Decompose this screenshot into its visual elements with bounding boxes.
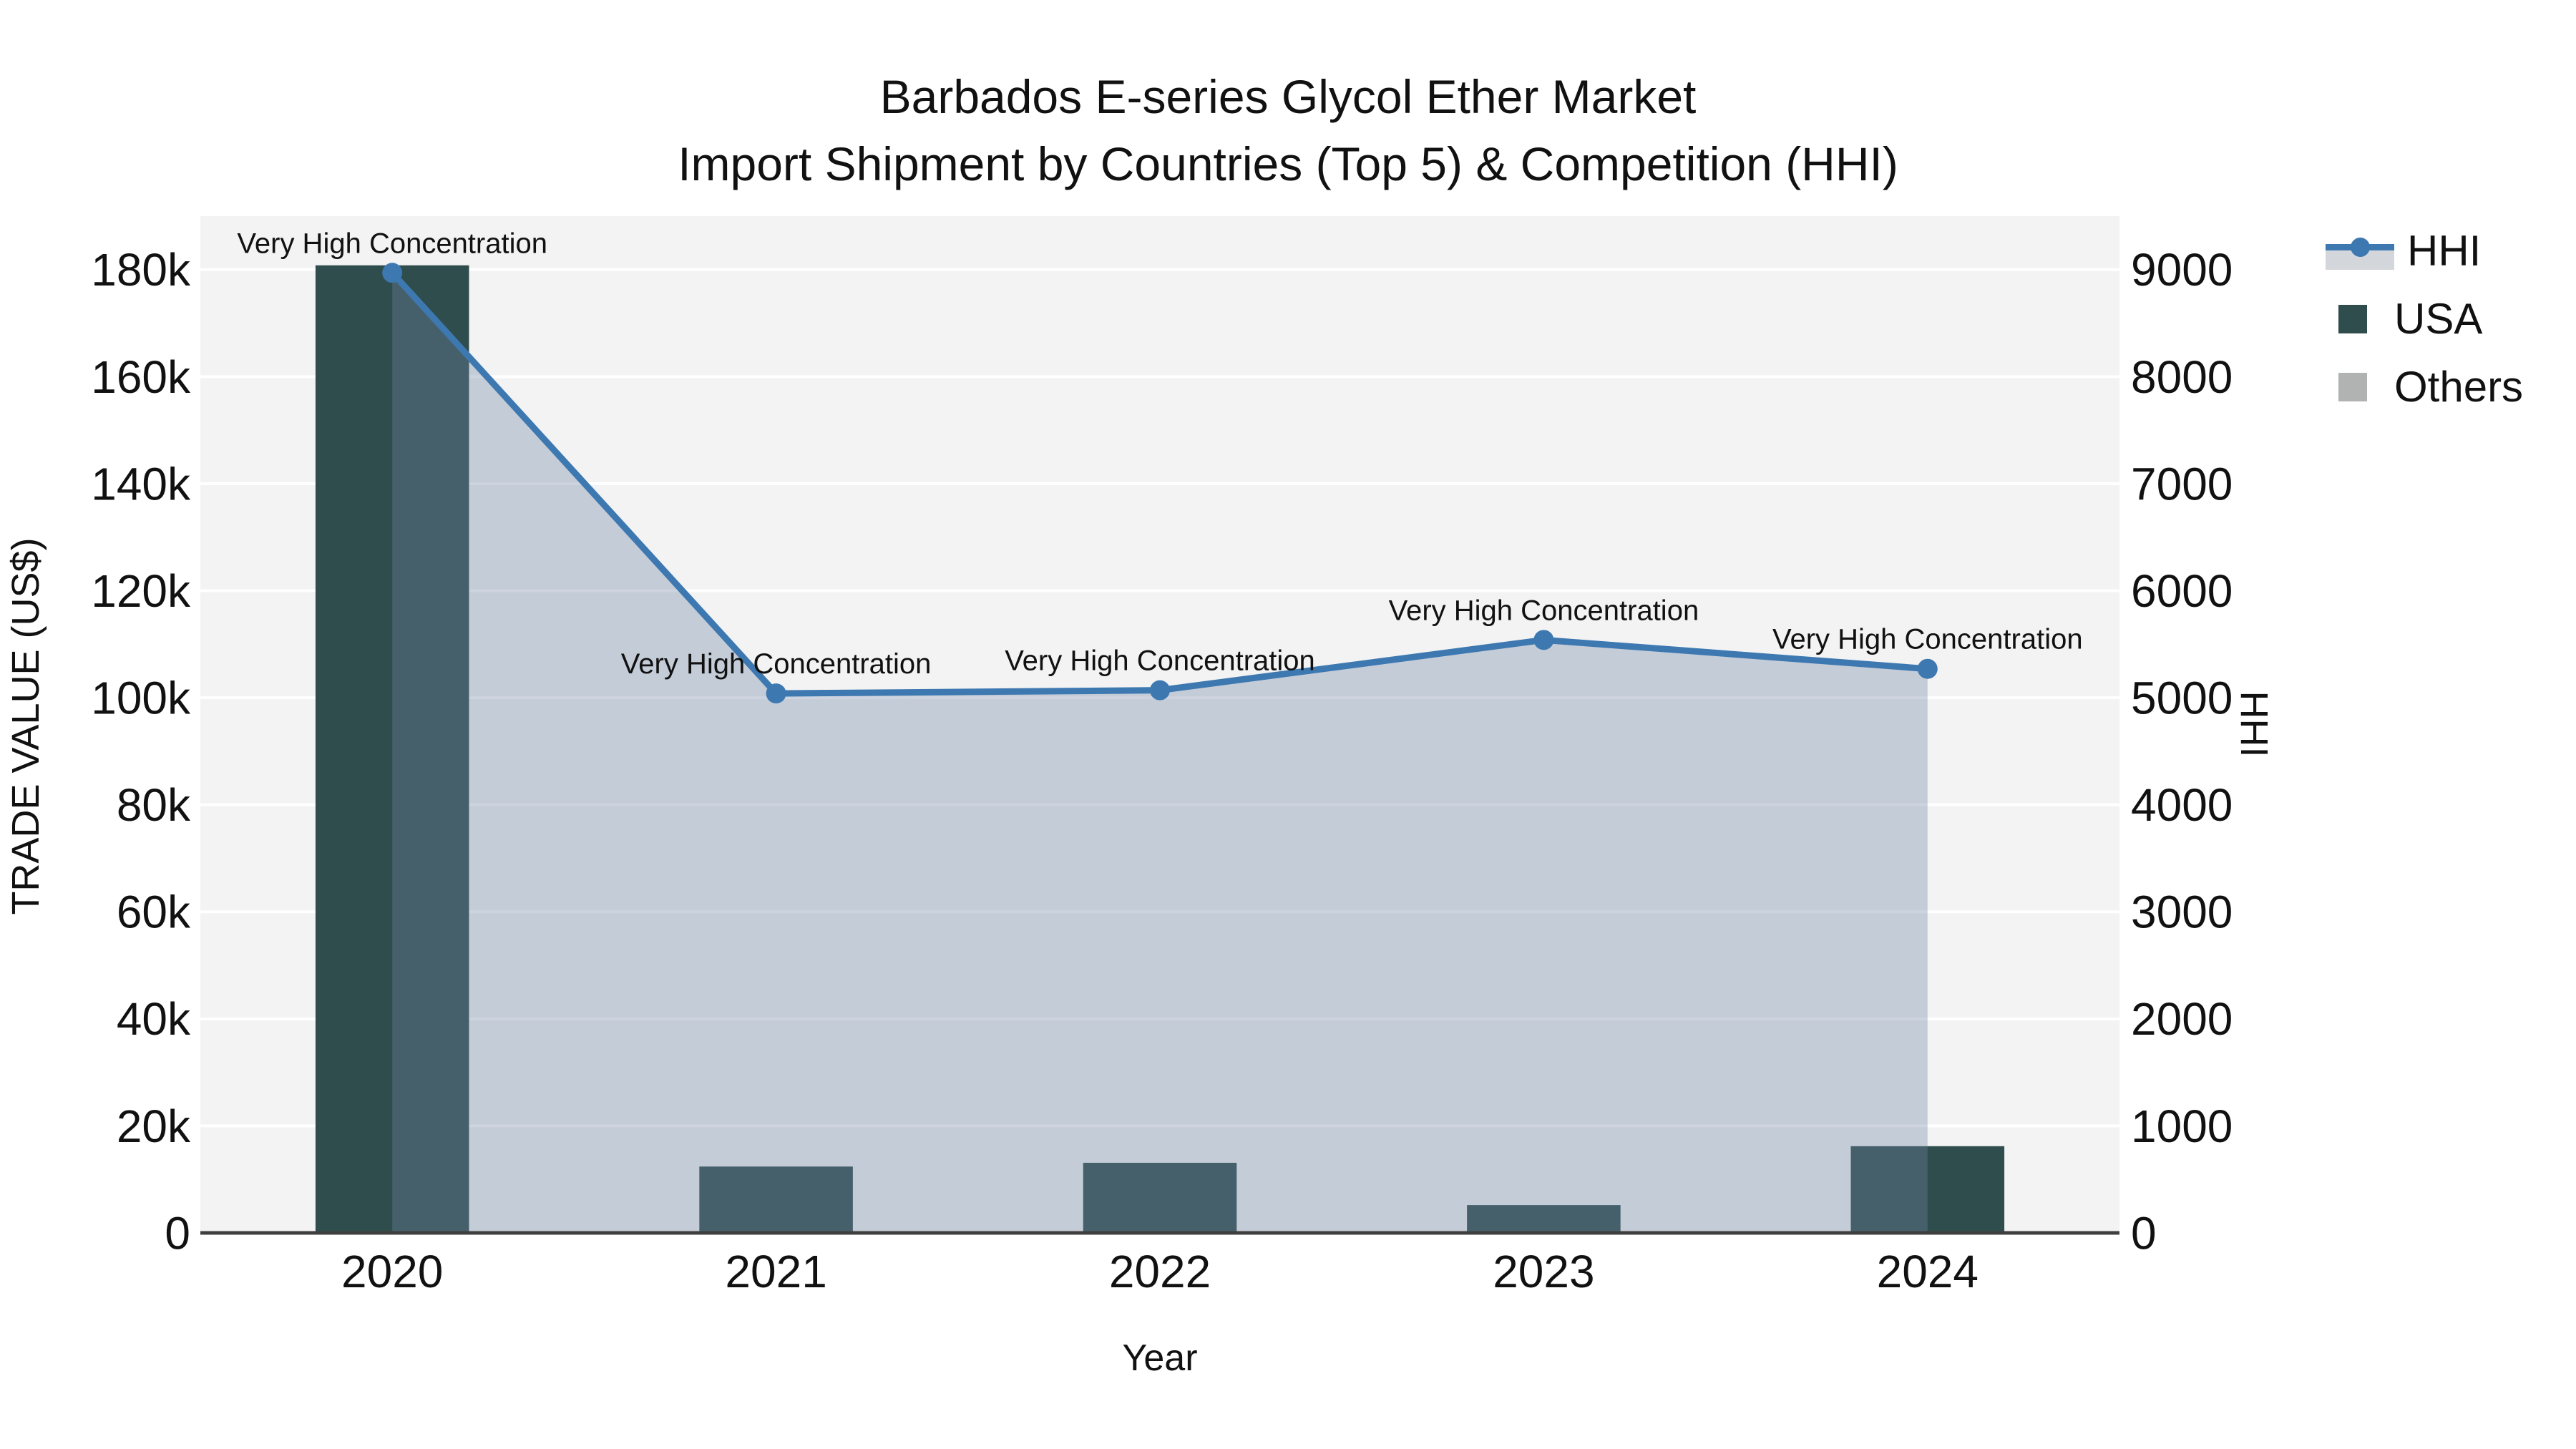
x-axis-title: Year bbox=[1122, 1337, 1198, 1379]
hhi-marker-2020 bbox=[382, 263, 403, 283]
x-tick-2023: 2023 bbox=[1493, 1246, 1594, 1297]
left-tick-40k: 40k bbox=[117, 993, 191, 1045]
bar-usa-2021 bbox=[699, 1166, 853, 1233]
x-tick-2022: 2022 bbox=[1109, 1246, 1211, 1297]
legend: HHI USA Others bbox=[2326, 226, 2523, 411]
right-tick-8000: 8000 bbox=[2131, 351, 2233, 403]
bar-usa-2020 bbox=[315, 265, 469, 1234]
usa-swatch bbox=[2338, 304, 2367, 333]
plot-background bbox=[200, 216, 2119, 1233]
annotation-2021: Very High Concentration bbox=[621, 648, 932, 680]
legend-item-usa[interactable]: USA bbox=[2326, 294, 2523, 343]
annotation-2020: Very High Concentration bbox=[237, 228, 547, 259]
left-tick-180k: 180k bbox=[91, 244, 191, 296]
left-tick-80k: 80k bbox=[117, 779, 191, 831]
x-tick-2020: 2020 bbox=[341, 1246, 443, 1297]
hhi-marker-2024 bbox=[1917, 658, 1938, 679]
others-swatch bbox=[2338, 372, 2367, 401]
hhi-area bbox=[392, 273, 1928, 1233]
right-tick-5000: 5000 bbox=[2131, 673, 2233, 724]
legend-label-usa: USA bbox=[2394, 295, 2483, 343]
right-tick-2000: 2000 bbox=[2131, 993, 2233, 1045]
bar-usa-2022 bbox=[1083, 1163, 1237, 1233]
legend-item-hhi[interactable]: HHI bbox=[2326, 226, 2523, 275]
left-tick-60k: 60k bbox=[117, 887, 191, 938]
bar-usa-2023 bbox=[1467, 1205, 1621, 1233]
x-tick-2021: 2021 bbox=[725, 1246, 826, 1297]
chart-title-line2: Import Shipment by Countries (Top 5) & C… bbox=[678, 137, 1898, 190]
legend-label-others: Others bbox=[2394, 363, 2524, 411]
hhi-line-swatch bbox=[2326, 228, 2394, 274]
hhi-marker-2022 bbox=[1150, 680, 1170, 701]
left-tick-20k: 20k bbox=[117, 1101, 191, 1152]
legend-item-others[interactable]: Others bbox=[2326, 362, 2523, 411]
left-tick-0: 0 bbox=[165, 1207, 190, 1259]
right-tick-9000: 9000 bbox=[2131, 244, 2233, 296]
chart-title: Barbados E-series Glycol Ether Market Im… bbox=[0, 63, 2576, 197]
left-tick-140k: 140k bbox=[91, 458, 191, 509]
right-tick-0: 0 bbox=[2131, 1207, 2157, 1259]
right-tick-3000: 3000 bbox=[2131, 887, 2233, 938]
right-tick-7000: 7000 bbox=[2131, 458, 2233, 509]
hhi-marker-2023 bbox=[1533, 630, 1554, 650]
x-tick-2024: 2024 bbox=[1877, 1246, 1979, 1297]
bar-usa-2024 bbox=[1850, 1146, 2005, 1233]
left-tick-120k: 120k bbox=[91, 565, 191, 617]
annotation-2023: Very High Concentration bbox=[1389, 595, 1699, 626]
annotation-2022: Very High Concentration bbox=[1005, 645, 1315, 677]
annotation-2024: Very High Concentration bbox=[1772, 624, 2083, 655]
left-tick-160k: 160k bbox=[91, 351, 191, 403]
left-tick-100k: 100k bbox=[91, 673, 191, 724]
left-axis-title: TRADE VALUE (US$) bbox=[4, 537, 47, 915]
right-axis-title: HHI bbox=[2233, 691, 2275, 758]
right-tick-1000: 1000 bbox=[2131, 1101, 2233, 1152]
right-tick-6000: 6000 bbox=[2131, 565, 2233, 617]
hhi-marker-2021 bbox=[766, 683, 786, 704]
right-tick-4000: 4000 bbox=[2131, 779, 2233, 831]
chart-title-line1: Barbados E-series Glycol Ether Market bbox=[879, 70, 1697, 123]
legend-label-hhi: HHI bbox=[2407, 227, 2482, 275]
